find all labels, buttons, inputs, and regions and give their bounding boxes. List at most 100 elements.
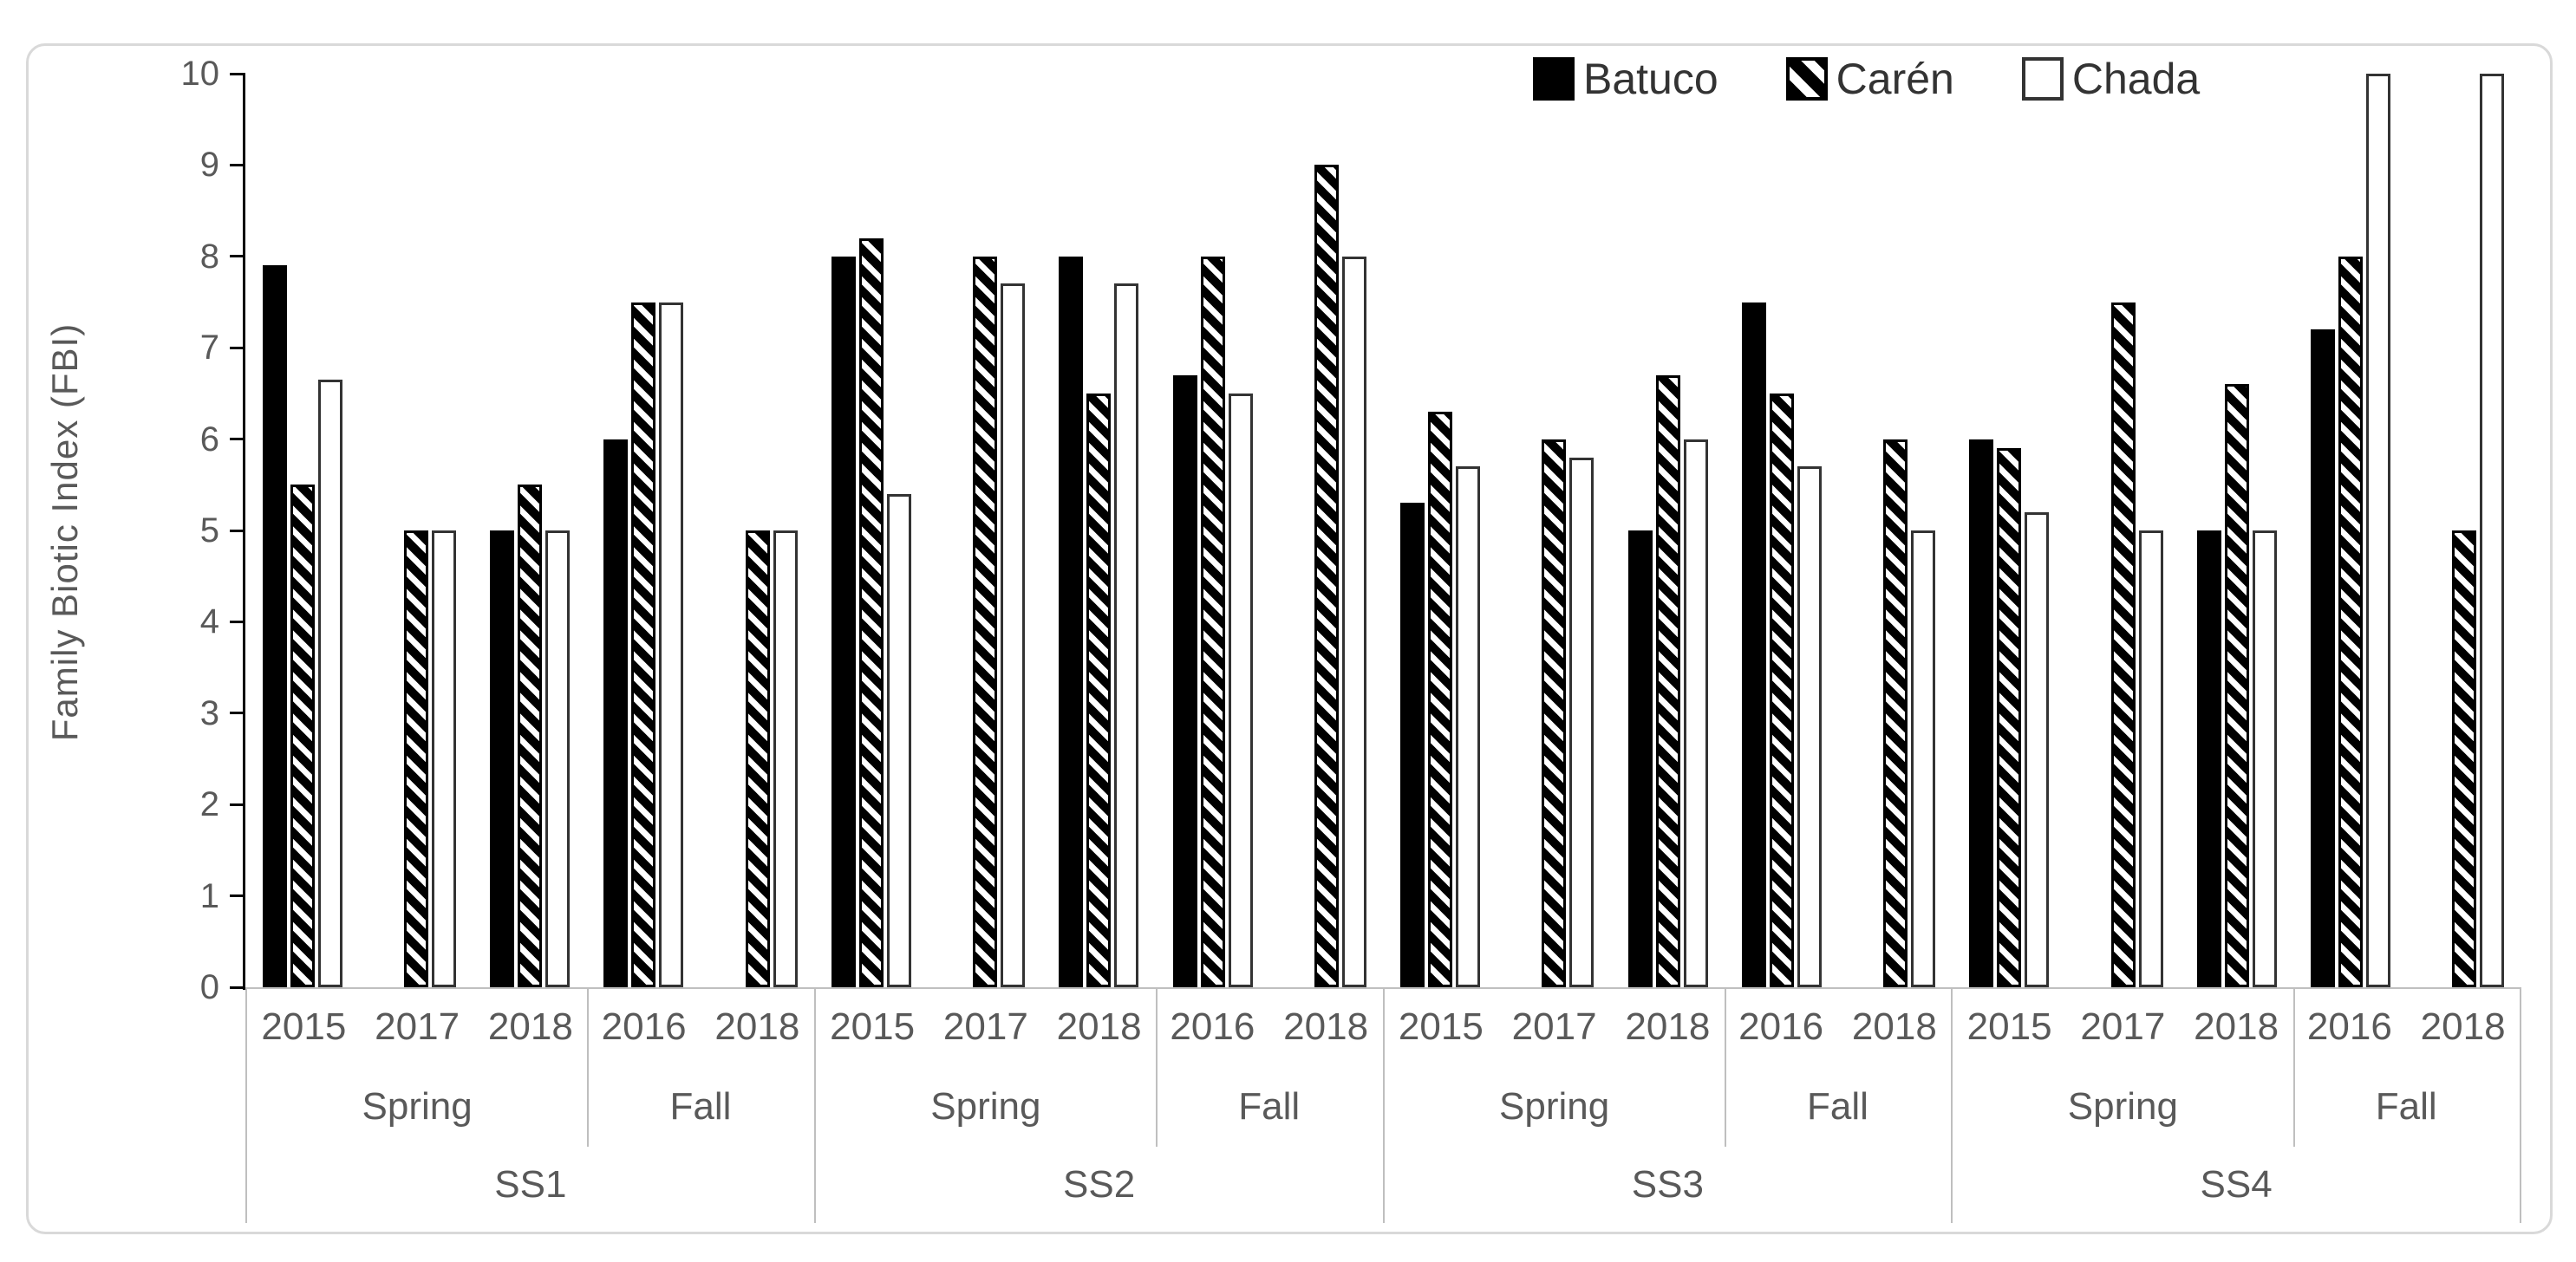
x-label-year: 2018	[1851, 1005, 1937, 1048]
x-label-site: SS2	[1063, 1163, 1136, 1206]
bar-cluster-ss1-fall-2018	[701, 74, 814, 987]
bar-cluster-ss3-spring-2018	[1611, 74, 1725, 987]
y-tick-mark	[230, 986, 245, 989]
legend-label: Carén	[1836, 55, 1954, 103]
bar-ss4-fall-2018-chada	[2480, 74, 2505, 987]
x-label-year: 2016	[1170, 1005, 1255, 1048]
x-label-site: SS4	[2200, 1163, 2273, 1206]
x-label-season: Spring	[930, 1085, 1041, 1128]
bar-cluster-ss2-spring-2017	[929, 74, 1042, 987]
x-label-season: Fall	[2375, 1085, 2437, 1128]
site-group-ss3	[1384, 74, 1953, 987]
bar-ss3-fall-2016-carén	[1769, 393, 1794, 987]
bar-cluster-ss1-spring-2015	[245, 74, 359, 987]
bar-ss3-fall-2016-chada	[1797, 466, 1822, 987]
legend-item-batuco: Batuco	[1533, 54, 1718, 104]
x-label-year: 2017	[1511, 1005, 1597, 1048]
legend-marker-solid-black	[1533, 57, 1575, 101]
x-label-year: 2018	[487, 1005, 573, 1048]
bar-ss4-spring-2015-chada	[2025, 511, 2050, 987]
bar-ss3-fall-2018-chada	[1911, 530, 1936, 987]
bar-ss3-spring-2018-batuco	[1627, 530, 1653, 987]
bar-cluster-ss3-spring-2015	[1384, 74, 1497, 987]
y-tick-mark	[230, 255, 245, 258]
year-label-row: 2015 2017 2018 2016 2018	[247, 987, 814, 1067]
bar-cluster-ss3-fall-2018	[1839, 74, 1953, 987]
axis-block-ss3: 2015 2017 2018 2016 2018 Spring Fall SS3	[1385, 987, 1953, 1223]
season-separator-line	[2292, 987, 2295, 1147]
x-label-year: 2015	[261, 1005, 347, 1048]
site-group-ss2	[814, 74, 1383, 987]
x-label-season: Fall	[1807, 1085, 1868, 1128]
y-tick-mark	[230, 529, 245, 532]
bar-cluster-ss3-fall-2016	[1725, 74, 1838, 987]
legend-marker-diagonal-hatch	[1785, 57, 1828, 101]
bar-ss2-spring-2018-batuco	[1059, 256, 1084, 987]
x-label-year: 2017	[375, 1005, 460, 1048]
y-tick-label: 8	[199, 237, 219, 276]
x-label-year: 2016	[2306, 1005, 2392, 1048]
y-tick-mark	[230, 438, 245, 441]
bar-ss2-spring-2017-chada	[1001, 283, 1026, 987]
legend-label: Chada	[2071, 55, 2201, 103]
y-tick-label: 6	[199, 420, 219, 459]
y-tick-mark	[230, 346, 245, 349]
y-tick-label: 5	[199, 511, 219, 550]
y-tick-label: 2	[199, 785, 219, 824]
y-axis-line	[243, 74, 245, 990]
bar-ss2-spring-2018-carén	[1086, 393, 1112, 987]
season-label-row: Spring Fall	[816, 1067, 1383, 1147]
site-group-ss4	[1953, 74, 2521, 987]
year-label-row: 2015 2017 2018 2016 2018	[1953, 987, 2520, 1067]
x-label-year: 2015	[1398, 1005, 1484, 1048]
bar-ss4-spring-2018-chada	[2252, 530, 2277, 987]
y-tick-label: 0	[199, 968, 219, 1006]
bar-ss4-fall-2016-carén	[2338, 256, 2364, 987]
season-label-row: Spring Fall	[247, 1067, 814, 1147]
bar-cluster-ss4-fall-2018	[2408, 74, 2521, 987]
x-label-season: Fall	[669, 1085, 732, 1128]
bar-ss1-spring-2017-chada	[431, 530, 456, 987]
y-tick-label: 7	[199, 329, 219, 368]
y-tick-mark	[230, 894, 245, 898]
legend-item-carén: Carén	[1785, 54, 1954, 104]
bar-cluster-ss4-spring-2015	[1953, 74, 2066, 987]
bar-cluster-ss4-fall-2016	[2294, 74, 2408, 987]
bar-ss3-spring-2015-batuco	[1400, 503, 1425, 987]
y-tick-mark	[230, 803, 245, 806]
legend-label: Batuco	[1583, 55, 1718, 103]
bar-ss2-fall-2016-chada	[1228, 393, 1253, 987]
bar-ss3-spring-2015-chada	[1456, 466, 1481, 987]
season-separator-line	[1156, 987, 1158, 1147]
x-label-season: Spring	[2067, 1085, 2178, 1128]
y-tick-label: 10	[180, 55, 220, 93]
bar-ss2-fall-2016-batuco	[1172, 374, 1197, 987]
y-tick-label: 1	[199, 876, 219, 915]
bar-cluster-ss1-spring-2018	[473, 74, 587, 987]
bar-cluster-ss4-spring-2017	[2066, 74, 2180, 987]
x-label-year: 2017	[942, 1005, 1028, 1048]
bar-ss1-fall-2016-carén	[631, 302, 656, 987]
bar-ss2-spring-2015-chada	[886, 493, 911, 987]
bar-ss4-spring-2017-carén	[2110, 302, 2136, 987]
y-tick-mark	[230, 72, 245, 75]
season-label-row: Spring Fall	[1953, 1067, 2520, 1147]
x-label-year: 2017	[2080, 1005, 2166, 1048]
x-label-year: 2018	[1625, 1005, 1711, 1048]
bar-ss3-fall-2016-batuco	[1741, 302, 1766, 987]
bar-ss3-spring-2017-chada	[1569, 457, 1595, 987]
y-tick-mark	[230, 712, 245, 715]
bar-ss4-spring-2015-carén	[1997, 448, 2022, 987]
bar-ss1-spring-2017-carén	[403, 530, 428, 987]
x-label-year: 2015	[830, 1005, 916, 1048]
y-tick-label: 3	[199, 693, 219, 732]
bar-ss1-fall-2018-chada	[773, 530, 798, 987]
x-label-site: SS1	[494, 1163, 567, 1206]
bar-ss4-fall-2016-chada	[2366, 74, 2391, 987]
y-tick-mark	[230, 163, 245, 166]
bar-ss1-fall-2016-chada	[659, 302, 684, 987]
bar-ss1-spring-2018-chada	[545, 530, 571, 987]
y-tick-mark	[230, 620, 245, 623]
bar-ss1-spring-2015-chada	[317, 380, 342, 987]
